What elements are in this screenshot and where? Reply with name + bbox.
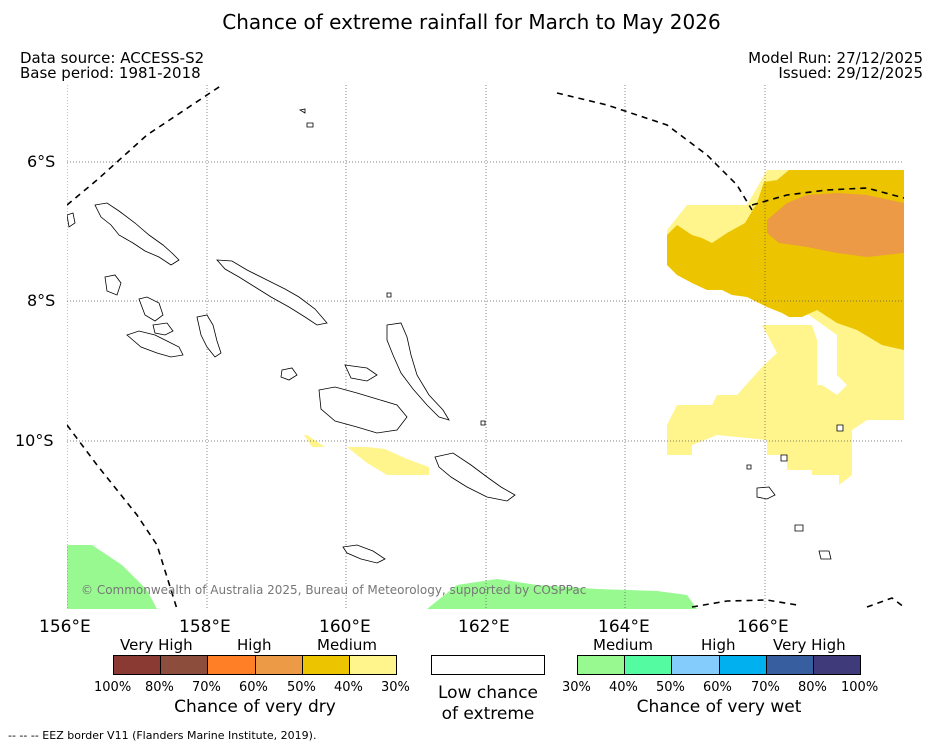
wet-colorbar [577,655,861,675]
island-santa-cruz [756,486,776,500]
wet-category-high: High [701,636,736,654]
island-makira [434,452,516,502]
dry-tick-40: 40% [334,680,363,695]
wet-swatch [672,656,720,674]
island-west-edge [67,212,76,228]
lon-label-166e: 166°E [737,617,789,637]
issued-label: Issued: 29/12/2025 [778,64,923,82]
wet-swatch [766,656,814,674]
wet-swatch [813,656,861,674]
wet-tick-80: 80% [798,680,827,695]
island-small-north-2 [306,122,314,128]
wet-tick-60: 60% [703,680,732,695]
map-title: Chance of extreme rainfall for March to … [222,10,721,34]
island-new-georgia [138,296,164,322]
dry-tick-60: 60% [239,680,268,695]
island-rennell [342,544,386,564]
island-santa-isabel [386,322,450,421]
island-reef [746,464,752,470]
dry-swatch [255,656,303,674]
dry-high-region [767,193,904,257]
eez-border [67,85,904,609]
island-guadalcanal [318,386,408,434]
lat-label-8s: 8°S [27,291,56,310]
wet-tick-40: 40% [609,680,638,695]
dry-swatch [208,656,256,674]
dry-tick-100: 100% [94,680,132,695]
dry-tick-70: 70% [192,680,221,695]
wet-swatch [625,656,673,674]
island-kolombangara [126,330,184,358]
low-chance-swatch [431,655,545,675]
lon-label-164e: 164°E [598,617,650,637]
lon-label-162e: 162°E [458,617,510,637]
dry-tick-80: 80% [145,680,174,695]
island-florida [344,364,378,382]
island-tikopia [818,550,832,560]
island-santa-isabel-n [196,314,222,358]
dry-medium-light-band [304,435,429,475]
wet-caption: Chance of very wet [636,697,802,717]
wet-medium-region-south [427,579,697,609]
dry-colorbar [113,655,397,675]
dry-swatch [161,656,209,674]
lat-label-6s: 6°S [27,152,56,171]
dry-swatch [114,656,162,674]
lon-label-158e: 158°E [179,617,231,637]
coastlines [67,108,844,564]
wet-swatch [719,656,767,674]
wet-tick-70: 70% [751,680,780,695]
island-vella [104,274,122,296]
dry-tick-50: 50% [287,680,316,695]
model-run-label: Model Run: 27/12/2025 [748,49,923,67]
island-small-north [298,108,306,114]
wet-tick-50: 50% [656,680,685,695]
dry-tick-30: 30% [381,680,410,695]
rainfall-map [67,85,904,609]
island-duff [836,424,844,432]
island-choiseul [216,259,328,326]
data-source-label: Data source: ACCESS-S2 [20,49,205,67]
wet-medium-region-west [67,545,157,609]
low-chance-caption-1: Low chance [438,683,538,703]
island-russell [280,367,298,381]
dry-swatch [302,656,350,674]
dry-category-medium: Medium [317,636,377,654]
low-chance-caption-2: of extreme [441,704,535,724]
copyright-notice: © Commonwealth of Australia 2025, Bureau… [81,583,587,597]
lon-label-156e: 156°E [39,617,91,637]
wet-category-medium: Medium [593,636,653,654]
lat-label-10s: 10°S [15,431,54,450]
eez-footnote: -- -- -- EEZ border V11 (Flanders Marine… [8,729,317,742]
no-signal-hole [822,375,847,395]
dry-category-high: High [237,636,272,654]
dry-category-very-high: Very High [120,636,193,654]
wet-tick-30: 30% [562,680,591,695]
island-ndai [480,420,486,426]
island-sikaiana [386,292,392,298]
island-vanikoro [794,524,804,532]
island-bougainville [94,202,180,266]
base-period-label: Base period: 1981-2018 [20,64,201,82]
wet-category-very-high: Very High [773,636,846,654]
dry-caption: Chance of very dry [174,697,336,717]
dry-swatch [349,656,397,674]
wet-tick-100: 100% [841,680,879,695]
lon-label-160e: 160°E [319,617,371,637]
island-rendova [152,322,174,336]
wet-swatch [578,656,626,674]
island-utupua [780,454,788,462]
